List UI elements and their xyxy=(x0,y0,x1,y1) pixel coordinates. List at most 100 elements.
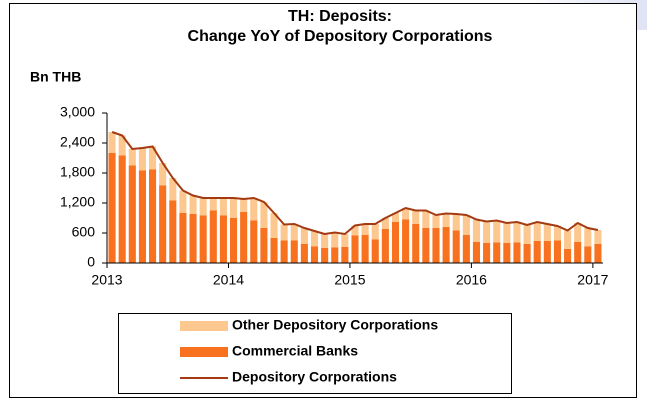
bar-segment xyxy=(584,246,592,263)
bar-segment xyxy=(209,210,217,263)
bar-segment xyxy=(118,155,126,263)
bar-segment xyxy=(412,210,420,224)
legend-label: Other Depository Corporations xyxy=(232,317,438,333)
bar-segment xyxy=(118,135,126,156)
bar-segment xyxy=(149,169,157,263)
bar-segment xyxy=(189,195,197,214)
bar-segment xyxy=(240,212,248,263)
bar-segment xyxy=(503,223,511,243)
y-tick-label: 600 xyxy=(72,224,96,240)
y-tick-label: 0 xyxy=(87,254,95,270)
bar-segment xyxy=(341,234,349,247)
bar-segment xyxy=(149,146,157,170)
bar-segment xyxy=(543,224,551,241)
bar-segment xyxy=(351,225,359,236)
bar-segment xyxy=(321,248,329,263)
x-tick-label: 2014 xyxy=(213,272,244,288)
bar-segment xyxy=(412,224,420,263)
bar-segment xyxy=(402,219,410,263)
bar-segment xyxy=(179,190,187,213)
bar-segment xyxy=(462,215,470,235)
chart-subtitle: Change YoY of Depository Corporations xyxy=(188,28,493,45)
legend-label: Depository Corporations xyxy=(232,369,397,385)
bar-segment xyxy=(462,235,470,263)
bar-segment xyxy=(432,228,440,263)
bar-segment xyxy=(391,222,400,263)
bar-segment xyxy=(564,249,572,263)
bar-segment xyxy=(169,178,177,201)
bar-segment xyxy=(574,223,582,242)
bar-segment xyxy=(189,214,197,263)
bar-segment xyxy=(300,244,308,263)
bar-segment xyxy=(523,244,531,263)
bar-segment xyxy=(179,213,187,263)
bar-segment xyxy=(432,215,440,228)
bar-segment xyxy=(442,213,450,227)
bar-segment xyxy=(310,231,319,247)
bar-segment xyxy=(472,219,481,242)
bar-segment xyxy=(483,243,491,263)
bar-segment xyxy=(321,234,329,248)
bar-segment xyxy=(270,213,278,238)
legend-swatch xyxy=(180,321,228,331)
bar-segment xyxy=(331,247,339,263)
bar-segment xyxy=(442,227,450,263)
bar-segment xyxy=(452,230,460,263)
bar-segment xyxy=(108,132,116,153)
legend-label: Commercial Banks xyxy=(232,343,358,359)
bar-segment xyxy=(361,235,369,263)
bar-segment xyxy=(341,247,349,263)
bar-segment xyxy=(209,198,217,211)
bar-segment xyxy=(381,229,389,263)
bar-segment xyxy=(199,198,207,216)
bar-segment xyxy=(422,210,430,228)
bar-segment xyxy=(159,185,167,263)
bar-segment xyxy=(553,240,561,263)
legend-swatch xyxy=(180,347,228,357)
total-line xyxy=(111,131,599,236)
y-axis-label: Bn THB xyxy=(30,69,81,85)
bar-segment xyxy=(493,242,501,263)
bar-segment xyxy=(594,230,602,244)
bar-segment xyxy=(270,238,278,263)
bar-segment xyxy=(553,226,561,241)
bar-segment xyxy=(250,220,258,263)
bar-segment xyxy=(250,198,258,221)
bar-segment xyxy=(108,153,116,263)
x-tick-label: 2016 xyxy=(456,272,487,288)
bar-segment xyxy=(351,235,359,263)
bar-segment xyxy=(260,202,268,228)
bar-segment xyxy=(402,208,410,220)
bar-segment xyxy=(128,165,136,263)
bar-segment xyxy=(472,242,481,263)
bar-segment xyxy=(300,228,308,244)
y-tick-label: 2,400 xyxy=(60,134,95,150)
bar-segment xyxy=(331,232,339,248)
x-tick-label: 2015 xyxy=(334,272,365,288)
bar-segment xyxy=(371,224,379,240)
bar-segment xyxy=(584,228,592,247)
bar-segment xyxy=(240,199,248,212)
bar-segment xyxy=(229,218,238,263)
bar-segment xyxy=(543,241,551,263)
x-tick-label: 2017 xyxy=(577,272,608,288)
bar-segment xyxy=(229,198,238,218)
bar-segment xyxy=(138,170,146,263)
bar-segment xyxy=(280,240,288,263)
bar-segment xyxy=(260,228,268,263)
bar-segment xyxy=(493,220,501,243)
bar-segment xyxy=(381,218,389,229)
bar-segment xyxy=(503,243,511,263)
bar-segment xyxy=(169,200,177,263)
chart-title: TH: Deposits: xyxy=(288,8,392,25)
bar-segment xyxy=(310,246,319,263)
bar-segment xyxy=(128,149,136,166)
bar-segment xyxy=(452,214,460,231)
bar-segment xyxy=(483,221,491,243)
bar-segment xyxy=(513,242,521,263)
bar-segment xyxy=(391,213,400,222)
bar-segment xyxy=(574,242,582,263)
y-tick-label: 1,800 xyxy=(60,164,95,180)
y-tick-label: 3,000 xyxy=(60,104,95,120)
